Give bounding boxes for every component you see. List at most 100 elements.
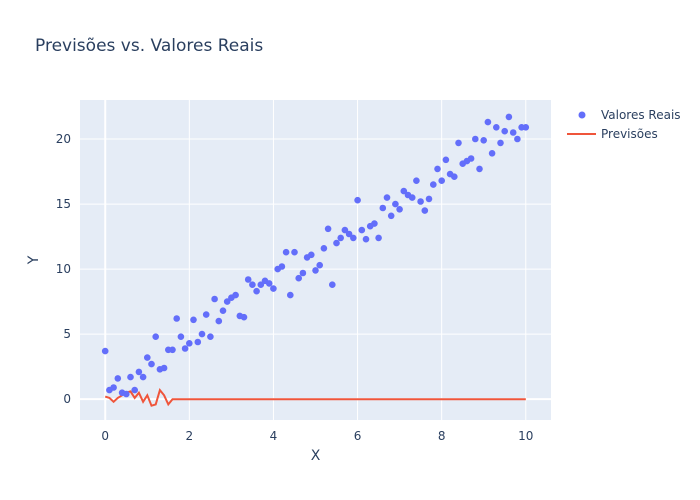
- y-tick-labels: 0 5 10 15 20: [56, 132, 71, 406]
- data-point[interactable]: [501, 127, 509, 135]
- data-point[interactable]: [522, 124, 530, 131]
- data-point[interactable]: [299, 269, 307, 277]
- data-point[interactable]: [295, 274, 303, 282]
- data-point[interactable]: [253, 287, 260, 295]
- x-axis-label: X: [311, 448, 321, 464]
- data-point[interactable]: [223, 298, 231, 305]
- data-point[interactable]: [194, 338, 202, 346]
- data-point[interactable]: [101, 347, 109, 355]
- data-point[interactable]: [202, 311, 210, 318]
- data-point[interactable]: [341, 226, 349, 234]
- data-point[interactable]: [476, 165, 483, 173]
- data-point[interactable]: [308, 251, 315, 259]
- data-point[interactable]: [127, 373, 134, 381]
- legend-item-previsoes[interactable]: Previsões: [567, 127, 658, 141]
- data-point[interactable]: [215, 317, 223, 325]
- legend: Valores Reais Previsões: [567, 108, 681, 141]
- data-point[interactable]: [177, 333, 185, 341]
- data-point[interactable]: [270, 285, 277, 292]
- data-point[interactable]: [110, 384, 117, 391]
- data-point[interactable]: [123, 390, 130, 398]
- data-point[interactable]: [291, 248, 298, 256]
- data-point[interactable]: [350, 234, 357, 242]
- data-point[interactable]: [379, 204, 387, 212]
- y-tick-label: 5: [63, 327, 71, 341]
- data-point[interactable]: [387, 212, 395, 220]
- data-point[interactable]: [287, 291, 294, 299]
- data-point[interactable]: [139, 373, 147, 381]
- data-point[interactable]: [421, 207, 429, 214]
- data-point[interactable]: [181, 345, 189, 352]
- data-point[interactable]: [135, 368, 143, 376]
- data-point[interactable]: [472, 135, 479, 143]
- data-point[interactable]: [425, 195, 433, 203]
- data-point[interactable]: [316, 261, 324, 269]
- data-point[interactable]: [198, 330, 206, 338]
- x-tick-label: 8: [438, 429, 446, 443]
- data-point[interactable]: [514, 135, 521, 143]
- data-point[interactable]: [160, 364, 168, 372]
- data-point[interactable]: [400, 187, 408, 195]
- data-point[interactable]: [232, 291, 239, 299]
- data-point[interactable]: [324, 225, 332, 233]
- data-point[interactable]: [362, 235, 370, 243]
- data-point[interactable]: [337, 234, 345, 242]
- data-point[interactable]: [375, 234, 382, 242]
- data-point[interactable]: [207, 333, 214, 341]
- y-axis-label: Y: [26, 255, 42, 265]
- data-point[interactable]: [320, 245, 328, 252]
- data-point[interactable]: [408, 194, 416, 201]
- data-point[interactable]: [265, 280, 273, 287]
- x-tick-label: 6: [354, 429, 362, 443]
- data-point[interactable]: [278, 263, 286, 270]
- data-point[interactable]: [329, 281, 336, 289]
- data-point[interactable]: [417, 198, 424, 205]
- data-point[interactable]: [144, 354, 151, 361]
- data-point[interactable]: [434, 165, 441, 173]
- data-point[interactable]: [455, 139, 462, 147]
- data-point[interactable]: [480, 137, 488, 144]
- data-point[interactable]: [173, 315, 180, 322]
- data-point[interactable]: [392, 200, 399, 208]
- data-point[interactable]: [169, 346, 176, 354]
- x-tick-labels: 0 2 4 6 8 10: [101, 429, 533, 443]
- data-point[interactable]: [505, 113, 513, 121]
- data-point[interactable]: [152, 333, 159, 341]
- data-point[interactable]: [493, 124, 500, 131]
- y-tick-label: 10: [56, 262, 71, 276]
- data-point[interactable]: [345, 230, 353, 238]
- data-point[interactable]: [438, 177, 446, 184]
- data-point[interactable]: [396, 206, 403, 213]
- data-point[interactable]: [244, 276, 252, 283]
- data-point[interactable]: [257, 281, 265, 289]
- data-point[interactable]: [509, 129, 517, 136]
- data-point[interactable]: [497, 139, 504, 147]
- data-point[interactable]: [131, 386, 138, 394]
- data-point[interactable]: [442, 156, 450, 164]
- data-point[interactable]: [186, 340, 193, 347]
- data-point[interactable]: [467, 155, 475, 162]
- data-point[interactable]: [114, 375, 122, 382]
- data-point[interactable]: [484, 118, 492, 126]
- data-point[interactable]: [383, 194, 391, 201]
- x-tick-label: 10: [518, 429, 533, 443]
- data-point[interactable]: [312, 267, 319, 274]
- legend-label-previsoes: Previsões: [601, 127, 658, 141]
- data-point[interactable]: [333, 239, 340, 247]
- data-point[interactable]: [249, 281, 256, 289]
- data-point[interactable]: [190, 316, 197, 324]
- chart-title: Previsões vs. Valores Reais: [35, 36, 263, 56]
- data-point[interactable]: [354, 196, 361, 204]
- data-point[interactable]: [488, 150, 496, 157]
- data-point[interactable]: [211, 295, 218, 303]
- data-point[interactable]: [371, 220, 378, 227]
- data-point[interactable]: [413, 177, 420, 184]
- data-point[interactable]: [148, 360, 155, 368]
- data-point[interactable]: [430, 181, 437, 188]
- data-point[interactable]: [219, 307, 227, 315]
- legend-item-valores-reais[interactable]: Valores Reais: [578, 108, 681, 122]
- data-point[interactable]: [451, 173, 458, 180]
- data-point[interactable]: [282, 248, 290, 256]
- data-point[interactable]: [240, 313, 248, 321]
- data-point[interactable]: [358, 226, 366, 234]
